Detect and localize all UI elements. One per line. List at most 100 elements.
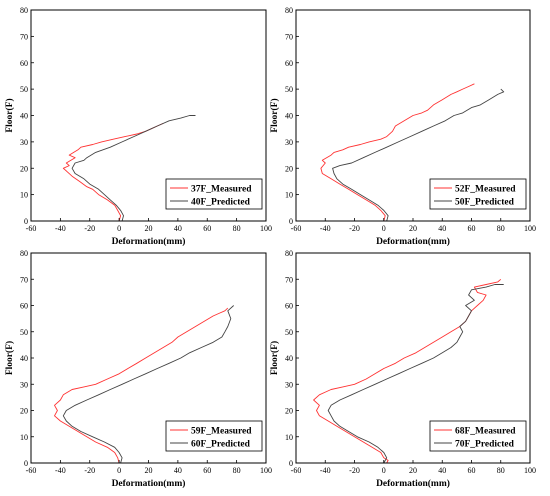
y-tick-label: 50 (285, 328, 293, 337)
x-tick-label: 20 (145, 224, 153, 233)
x-tick-label: -20 (349, 224, 360, 233)
x-tick-label: -60 (26, 224, 37, 233)
legend: 59F_Measured 60F_Predicted (165, 420, 263, 452)
y-tick-label: 80 (20, 6, 28, 15)
x-tick-label: 80 (497, 224, 505, 233)
y-tick-label: 60 (20, 59, 28, 68)
x-tick-label: 40 (174, 224, 182, 233)
legend-entry: 70F_Predicted (455, 440, 515, 450)
x-tick-label: 80 (233, 224, 241, 233)
y-tick-label: 0 (289, 459, 293, 468)
y-tick-label: 60 (285, 302, 293, 311)
y-tick-label: 10 (20, 433, 28, 442)
y-tick-label: 0 (24, 217, 28, 226)
y-tick-label: 60 (20, 302, 28, 311)
series-line-1 (54, 307, 229, 464)
y-tick-label: 30 (285, 138, 293, 147)
x-tick-label: -20 (349, 466, 360, 475)
series-line-2 (62, 305, 235, 464)
series-line-2 (71, 115, 196, 222)
x-tick-label: 40 (438, 224, 446, 233)
y-tick-label: 0 (289, 217, 293, 226)
x-tick-label: -40 (320, 224, 331, 233)
x-tick-label: 60 (468, 224, 476, 233)
series-line-1 (62, 122, 164, 222)
y-tick-label: 50 (20, 85, 28, 94)
chart-panel-1: -60 -40 -20 0 20 40 60 80 100 0 10 20 30 40 50 60 70 80 De… (4, 6, 272, 247)
y-axis-label: Floor(F) (4, 341, 15, 375)
x-tick-label: 20 (145, 466, 153, 475)
x-axis-label: Deformation(mm) (112, 478, 186, 489)
y-tick-label: 70 (20, 275, 28, 284)
y-tick-label: 30 (20, 380, 28, 389)
series-line-2 (332, 88, 505, 222)
x-tick-label: 60 (203, 224, 211, 233)
y-tick-label: 50 (20, 328, 28, 337)
x-tick-label: -60 (291, 224, 302, 233)
legend: 37F_Measured 40F_Predicted (165, 178, 263, 210)
x-tick-label: -40 (55, 466, 66, 475)
y-tick-label: 20 (285, 164, 293, 173)
x-tick-label: 20 (409, 224, 417, 233)
x-tick-label: -60 (26, 466, 37, 475)
legend-box (165, 420, 263, 452)
y-tick-label: 70 (20, 32, 28, 41)
x-tick-label: 0 (382, 224, 386, 233)
legend-box (165, 178, 263, 210)
legend-entry: 37F_Measured (191, 185, 252, 195)
legend: 52F_Measured 50F_Predicted (429, 178, 527, 210)
x-axis-label: Deformation(mm) (112, 236, 186, 247)
y-tick-label: 20 (20, 407, 28, 416)
x-tick-label: 40 (438, 466, 446, 475)
y-tick-label: 10 (20, 191, 28, 200)
y-tick-label: 70 (285, 32, 293, 41)
chart-panel-3: -60 -40 -20 0 20 40 60 80 100 0 10 20 30 40 50 60 70 80 De… (4, 249, 272, 489)
y-tick-label: 40 (20, 354, 28, 363)
x-tick-label: 100 (260, 224, 272, 233)
legend-entry: 40F_Predicted (191, 198, 251, 208)
x-tick-label: 100 (524, 224, 536, 233)
x-tick-label: -40 (55, 224, 66, 233)
y-tick-label: 70 (285, 275, 293, 284)
y-axis-label: Floor(F) (269, 98, 280, 132)
x-tick-label: 40 (174, 466, 182, 475)
legend-entry: 59F_Measured (191, 427, 252, 437)
legend-entry: 50F_Predicted (455, 198, 515, 208)
x-tick-label: 100 (260, 466, 272, 475)
y-tick-label: 80 (20, 249, 28, 258)
series-line-1 (313, 278, 502, 464)
y-axis-label: Floor(F) (269, 341, 280, 375)
series-line-1 (320, 83, 475, 222)
x-tick-label: -40 (320, 466, 331, 475)
x-tick-label: 0 (382, 466, 386, 475)
legend-entry: 68F_Measured (455, 427, 516, 437)
y-tick-label: 80 (285, 249, 293, 258)
y-tick-label: 40 (285, 112, 293, 121)
legend-entry: 60F_Predicted (191, 440, 251, 450)
y-tick-label: 50 (285, 85, 293, 94)
x-tick-label: 0 (117, 466, 121, 475)
y-tick-label: 30 (20, 138, 28, 147)
legend-box (429, 420, 527, 452)
x-tick-label: 60 (468, 466, 476, 475)
legend: 68F_Measured 70F_Predicted (429, 420, 527, 452)
x-tick-label: 80 (233, 466, 241, 475)
x-tick-label: 0 (117, 224, 121, 233)
y-tick-label: 40 (285, 354, 293, 363)
x-tick-label: -20 (84, 224, 95, 233)
x-tick-label: -60 (291, 466, 302, 475)
y-tick-label: 10 (285, 433, 293, 442)
x-tick-label: 80 (497, 466, 505, 475)
y-tick-label: 80 (285, 6, 293, 15)
legend-box (429, 178, 527, 210)
y-tick-label: 60 (285, 59, 293, 68)
series-line-2 (327, 284, 504, 464)
x-axis-label: Deformation(mm) (376, 236, 450, 247)
y-tick-label: 20 (20, 164, 28, 173)
y-tick-label: 20 (285, 407, 293, 416)
y-tick-label: 30 (285, 380, 293, 389)
x-tick-label: -20 (84, 466, 95, 475)
chart-panel-2: -60 -40 -20 0 20 40 60 80 100 0 10 20 30 40 50 60 70 80 De… (269, 6, 536, 247)
legend-entry: 52F_Measured (455, 185, 516, 195)
y-tick-label: 40 (20, 112, 28, 121)
